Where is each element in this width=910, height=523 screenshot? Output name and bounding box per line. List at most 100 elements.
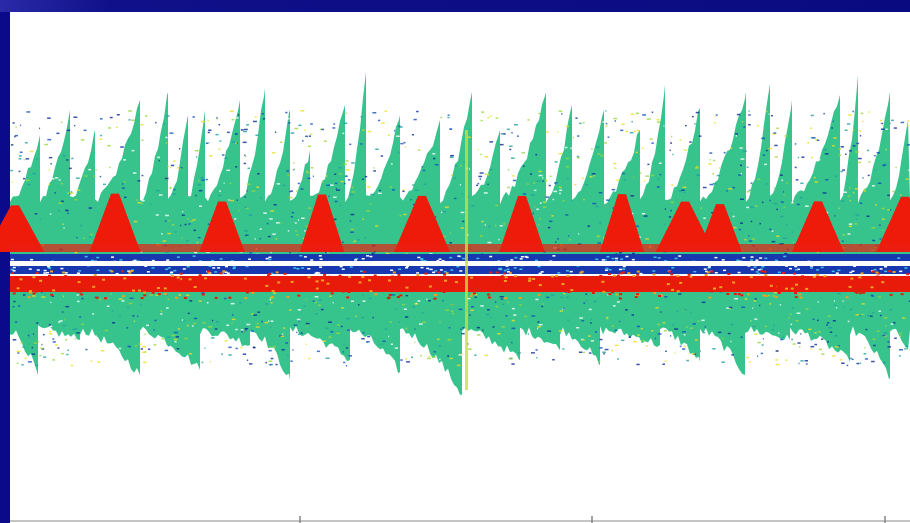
band-speckle <box>321 279 324 281</box>
speckle <box>670 150 671 152</box>
speckle <box>548 227 551 229</box>
band-speckle <box>387 297 390 299</box>
speckle <box>542 177 543 179</box>
speckle <box>855 188 858 190</box>
speckle <box>301 332 303 334</box>
speckle <box>180 225 181 227</box>
speckle <box>51 178 55 180</box>
band-speckle <box>684 284 687 286</box>
strip-speckle <box>319 255 322 257</box>
speckle <box>653 353 656 355</box>
speckle <box>670 210 672 212</box>
speckle <box>155 122 156 124</box>
speckle <box>596 146 600 148</box>
strip-speckle <box>293 267 296 269</box>
speckle <box>186 240 189 242</box>
speckle <box>169 220 171 222</box>
speckle <box>261 321 262 323</box>
speckle <box>832 145 835 147</box>
speckle <box>459 309 463 311</box>
speckle <box>690 312 691 314</box>
strip-speckle <box>622 268 625 270</box>
speckle <box>676 311 678 313</box>
speckle <box>61 122 62 124</box>
speckle <box>665 208 666 210</box>
speckle <box>405 358 407 360</box>
speckle <box>559 187 562 189</box>
speckle <box>304 129 305 131</box>
speckle <box>550 176 552 178</box>
speckle <box>852 111 854 113</box>
speckle <box>193 323 196 325</box>
band-speckle <box>52 289 55 291</box>
speckle <box>339 173 342 175</box>
band-speckle <box>791 288 794 290</box>
speckle <box>395 309 396 311</box>
strip-speckle <box>77 273 80 275</box>
speckle <box>135 345 137 347</box>
speckle <box>901 122 905 124</box>
speckle <box>546 297 548 299</box>
band-speckle <box>524 290 527 292</box>
band-speckle <box>882 276 885 278</box>
band-speckle <box>310 278 313 280</box>
speckle <box>731 354 734 356</box>
strip-speckle <box>810 267 813 269</box>
speckle <box>410 199 411 201</box>
band-speckle <box>485 284 488 286</box>
speckle <box>283 185 286 187</box>
speckle <box>276 364 278 366</box>
band-speckle <box>667 283 670 285</box>
speckle <box>686 326 687 328</box>
speckle <box>850 200 851 202</box>
speckle <box>848 233 851 235</box>
speckle <box>399 215 401 217</box>
speckle <box>500 225 503 227</box>
speckle <box>153 329 154 331</box>
speckle <box>52 359 55 361</box>
speckle <box>582 178 584 180</box>
speckle <box>63 155 66 157</box>
speckle <box>589 352 592 354</box>
speckle <box>63 224 65 226</box>
speckle <box>884 317 888 319</box>
speckle <box>795 167 797 169</box>
speckle <box>839 154 841 156</box>
speckle <box>478 176 482 178</box>
speckle <box>99 299 101 301</box>
speckle <box>224 158 228 160</box>
band-speckle <box>322 285 325 287</box>
speckle <box>224 182 225 184</box>
speckle <box>864 353 867 355</box>
speckle <box>873 339 876 341</box>
speckle <box>662 364 665 366</box>
speckle <box>84 238 86 240</box>
speckle <box>270 299 271 301</box>
speckle <box>862 303 865 305</box>
speckle <box>81 298 84 300</box>
speckle <box>681 189 684 191</box>
speckle <box>450 358 453 360</box>
speckle <box>798 157 799 159</box>
speckle <box>335 201 338 203</box>
speckle <box>73 132 77 134</box>
speckle <box>745 298 748 300</box>
speckle <box>780 216 783 218</box>
speckle <box>583 352 585 354</box>
speckle <box>589 176 592 178</box>
speckle <box>508 116 510 118</box>
speckle <box>232 141 236 143</box>
speckle <box>459 354 463 356</box>
speckle <box>253 314 257 316</box>
speckle <box>814 344 817 346</box>
speckle <box>49 333 52 335</box>
speckle <box>801 157 804 159</box>
band-speckle <box>613 275 616 277</box>
speckle <box>269 361 273 363</box>
strip-speckle <box>430 269 433 271</box>
speckle <box>537 328 538 330</box>
speckle <box>379 190 381 192</box>
speckle <box>612 325 614 327</box>
speckle <box>874 155 876 157</box>
speckle <box>578 185 580 187</box>
